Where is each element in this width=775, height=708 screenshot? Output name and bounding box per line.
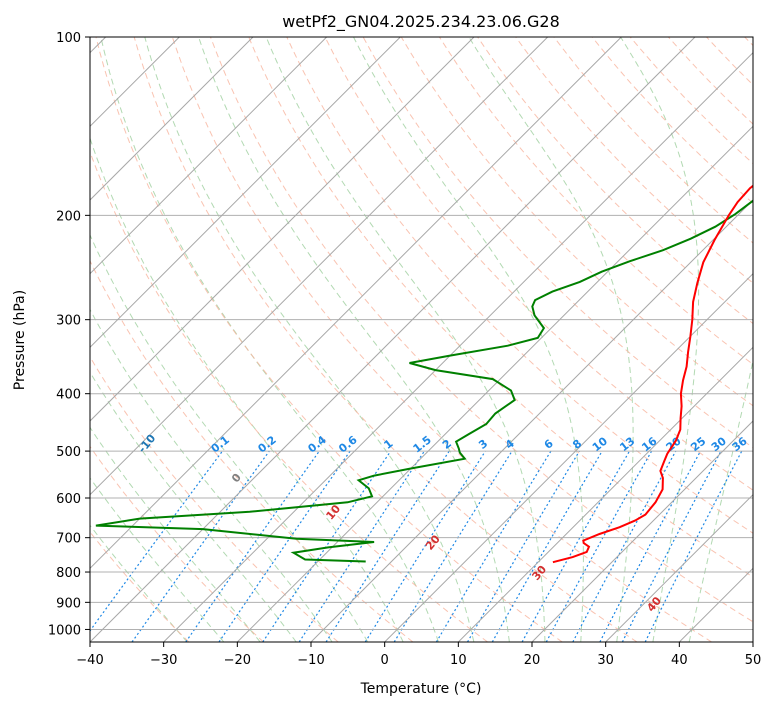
isotherm — [531, 420, 753, 642]
x-tick-label: 40 — [671, 653, 688, 668]
y-tick-label: 200 — [56, 209, 81, 224]
dry-adiabat — [95, 37, 563, 642]
mixing-ratio-line — [325, 450, 450, 642]
x-tick-label: 10 — [450, 653, 467, 668]
isotherm — [384, 272, 753, 642]
dry-adiabat — [400, 37, 753, 407]
mixing-ratio-line — [262, 450, 392, 642]
dry-adiabat — [210, 37, 753, 623]
mixing-ratio-lines — [90, 450, 743, 642]
isotherm — [310, 199, 753, 642]
mixing-ratio-line — [572, 450, 677, 642]
y-tick-label: 400 — [56, 388, 81, 403]
y-tick-label: 100 — [56, 31, 81, 46]
isotherm — [90, 37, 696, 642]
moist-adiabat — [198, 37, 510, 642]
moist-adiabat — [90, 426, 261, 642]
x-tick-label: 0 — [381, 653, 389, 668]
temperature-line — [552, 184, 753, 564]
dry-adiabat — [133, 37, 638, 642]
moist-adiabat — [90, 477, 225, 642]
isotherm — [90, 37, 254, 201]
isotherm — [90, 37, 475, 422]
chart-title: wetPf2_GN04.2025.234.23.06.G28 — [282, 12, 560, 32]
moist-adiabat — [90, 524, 188, 642]
isotherm — [90, 37, 401, 349]
moist-adiabat — [353, 37, 584, 642]
moist-adiabat — [100, 37, 439, 642]
isotherm — [90, 37, 549, 496]
moist-adiabat — [90, 233, 369, 642]
isotherm — [163, 51, 753, 642]
x-axis-ticks: −40 −30 −20 −10 0 10 20 30 40 50 — [76, 642, 761, 668]
isotherm — [90, 37, 622, 570]
mixing-ratio-line — [364, 450, 486, 642]
y-tick-label: 800 — [56, 566, 81, 581]
dry-adiabat — [477, 37, 753, 325]
mixing-ratio-line — [466, 450, 580, 642]
mixing-ratio-line — [599, 450, 702, 642]
y-tick-label: 1000 — [48, 623, 81, 638]
moist-adiabat — [144, 37, 475, 642]
isotherm — [90, 37, 328, 275]
moist-adiabats — [90, 37, 753, 642]
x-tick-label: 20 — [524, 653, 541, 668]
isobar-gridlines — [90, 37, 753, 630]
dry-adiabat — [629, 37, 753, 165]
moist-adiabat — [90, 371, 297, 642]
isotherm — [605, 493, 753, 642]
y-tick-label: 900 — [56, 596, 81, 611]
x-tick-label: −40 — [76, 653, 103, 668]
x-axis-label: Temperature (°C) — [360, 681, 482, 697]
mixing-ratio-line — [435, 450, 552, 642]
y-tick-label: 600 — [56, 492, 81, 507]
dry-adiabat — [591, 37, 753, 204]
moist-adiabat — [688, 358, 753, 642]
y-axis-ticks: 100 200 300 400 500 600 700 800 900 1000 — [48, 31, 90, 638]
dry-adiabat — [324, 37, 753, 491]
plot-area: 0.10.20.40.611.52346810131620253036-100-… — [90, 37, 753, 642]
y-axis-label: Pressure (hPa) — [12, 290, 28, 390]
y-tick-label: 300 — [56, 314, 81, 329]
mixing-ratio-line — [298, 450, 425, 642]
y-tick-label: 700 — [56, 532, 81, 547]
x-tick-label: −10 — [297, 653, 324, 668]
plot-frame — [89, 36, 754, 643]
moist-adiabat — [90, 308, 333, 642]
dewpoint-line — [95, 199, 753, 563]
x-tick-label: 30 — [597, 653, 614, 668]
dry-adiabat — [171, 37, 712, 642]
dry-adiabat — [90, 445, 264, 642]
dry-adiabat — [515, 37, 753, 284]
mixing-ratio-line — [185, 450, 320, 642]
isotherm — [457, 346, 753, 642]
moist-adiabat — [265, 37, 546, 642]
mixing-ratio-line — [621, 450, 722, 642]
isotherm-gridlines — [90, 37, 753, 642]
moist-adiabat — [90, 136, 404, 642]
dry-adiabat — [248, 37, 753, 578]
y-tick-label: 500 — [56, 445, 81, 460]
x-tick-label: −30 — [150, 653, 177, 668]
x-tick-label: 50 — [745, 653, 762, 668]
mixing-ratio-line — [218, 450, 351, 642]
dry-adiabat — [90, 259, 414, 642]
mixing-ratio-line — [545, 450, 653, 642]
x-tick-label: −20 — [224, 653, 251, 668]
